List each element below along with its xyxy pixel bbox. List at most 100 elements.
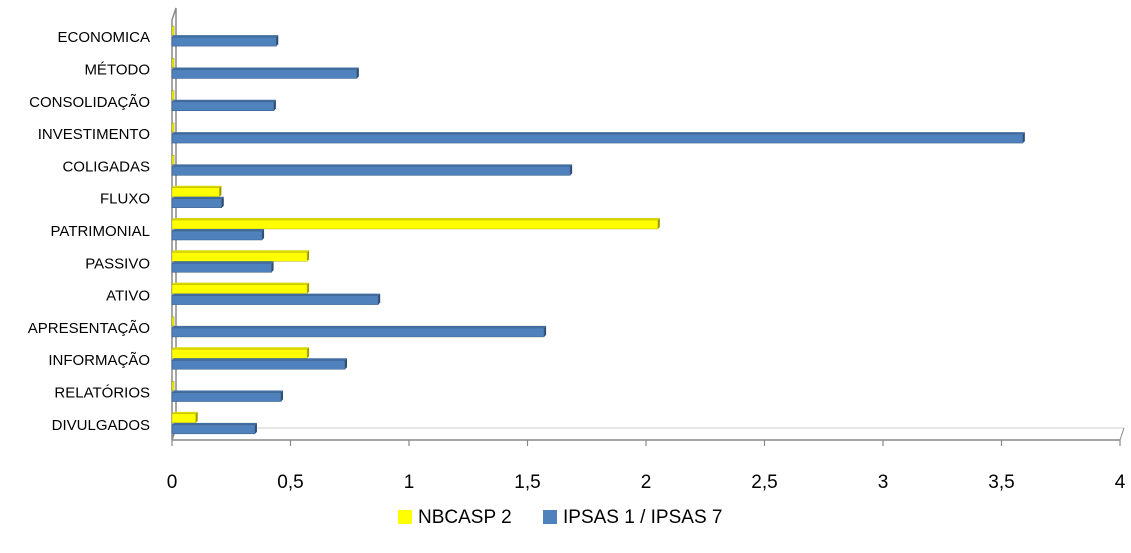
bar-side — [273, 99, 276, 111]
legend-label: IPSAS 1 / IPSAS 7 — [563, 507, 722, 528]
bar-ipsas — [171, 358, 348, 370]
bar-side — [195, 411, 198, 423]
bar-top — [172, 132, 1025, 135]
bar-sliver — [171, 122, 175, 133]
category-label: ATIVO — [106, 288, 150, 305]
category-labels: ECONOMICA MÉTODO CONSOLIDAÇÃO INVESTIMENTO C… — [28, 29, 150, 434]
bar-front — [171, 166, 571, 176]
bar-front — [171, 219, 659, 230]
bar-side — [356, 67, 359, 79]
bar-ipsas — [171, 132, 1025, 144]
bar-top — [172, 325, 547, 328]
bar-top — [172, 196, 224, 199]
bar-front — [171, 133, 1024, 144]
bar-side — [262, 229, 265, 240]
legend: NBCASP 2 IPSAS 1 / IPSAS 7 — [398, 507, 722, 528]
bar-nbcasp — [171, 58, 175, 68]
category-label: PASSIVO — [85, 255, 150, 272]
bar-front — [171, 348, 308, 359]
category-label: CONSOLIDAÇÃO — [29, 94, 150, 111]
bar-top — [172, 164, 573, 167]
category-label: MÉTODO — [84, 61, 150, 78]
bar-nbcasp — [171, 411, 198, 424]
bar-front — [171, 36, 277, 47]
bar-top — [172, 35, 279, 38]
category-label: COLIGADAS — [62, 158, 150, 175]
bar-ipsas — [171, 293, 381, 305]
bar-side — [1022, 132, 1025, 144]
bar-sliver — [171, 58, 175, 68]
bar-front — [171, 69, 358, 79]
bar-side — [378, 293, 381, 305]
bar-ipsas — [171, 229, 265, 241]
x-tick-label: 2 — [641, 472, 652, 493]
bar-sliver — [171, 90, 175, 101]
bar-nbcasp — [171, 316, 175, 327]
category-label: DIVULGADOS — [52, 417, 150, 434]
bar-top — [172, 293, 381, 296]
bar-sliver — [171, 155, 175, 165]
category-label: INVESTIMENTO — [38, 126, 150, 143]
bar-front — [171, 284, 308, 294]
bar-ipsas — [171, 261, 274, 273]
legend-label: NBCASP 2 — [418, 507, 512, 528]
bar-side — [254, 422, 257, 434]
bar-side — [345, 358, 348, 370]
bar-ipsas — [171, 35, 279, 47]
bar-nbcasp — [171, 155, 175, 165]
bar-ipsas — [171, 67, 359, 79]
bar-top — [172, 250, 310, 253]
bar-sliver — [171, 316, 175, 327]
bar-top — [172, 282, 310, 285]
bar-top — [172, 411, 198, 414]
bar-front — [171, 295, 379, 305]
x-tick-label: 4 — [1115, 472, 1126, 493]
bar-front — [171, 424, 256, 435]
bar-front — [171, 252, 308, 262]
bar-side — [307, 282, 310, 294]
legend-swatch — [543, 510, 557, 524]
bar-front — [171, 230, 263, 241]
bar-front — [171, 198, 223, 208]
bar-side — [281, 390, 284, 402]
x-tick-label: 3,5 — [988, 472, 1014, 493]
x-tick-label: 0,5 — [277, 472, 303, 493]
x-tick-label: 1,5 — [514, 472, 540, 493]
x-tick-label: 0 — [167, 472, 178, 493]
bar-front — [171, 187, 220, 197]
bar-top — [172, 67, 359, 70]
bar-top — [172, 358, 348, 361]
bar-ipsas — [171, 422, 257, 435]
bar-side — [570, 164, 573, 176]
bar-nbcasp — [171, 90, 175, 101]
bar-nbcasp — [171, 185, 222, 197]
x-tick-label: 2,5 — [751, 472, 777, 493]
x-tick-label: 1 — [404, 472, 415, 493]
bar-front — [171, 413, 196, 424]
bar-ipsas — [171, 390, 284, 402]
category-label: PATRIMONIAL — [51, 223, 150, 240]
x-tick-label: 3 — [878, 472, 889, 493]
bar-nbcasp — [171, 218, 660, 230]
bar-top — [172, 99, 276, 102]
bar-top — [172, 390, 284, 393]
bar-top — [172, 261, 274, 264]
bar-front — [171, 359, 346, 370]
bar-top — [172, 185, 222, 188]
category-label: ECONOMICA — [57, 29, 150, 46]
bar-top — [172, 218, 660, 220]
bar-nbcasp — [171, 282, 310, 294]
category-label: FLUXO — [100, 191, 150, 208]
bar-top — [172, 422, 257, 425]
bar-ipsas — [171, 99, 276, 112]
bar-side — [221, 196, 224, 208]
bar-front — [171, 101, 275, 112]
category-label: APRESENTAÇÃO — [28, 320, 150, 337]
bar-ipsas — [171, 196, 224, 208]
bars — [171, 25, 1025, 435]
bar-top — [172, 229, 265, 231]
bar-nbcasp — [171, 25, 175, 36]
bar-nbcasp — [171, 250, 310, 262]
bar-front — [171, 263, 272, 273]
